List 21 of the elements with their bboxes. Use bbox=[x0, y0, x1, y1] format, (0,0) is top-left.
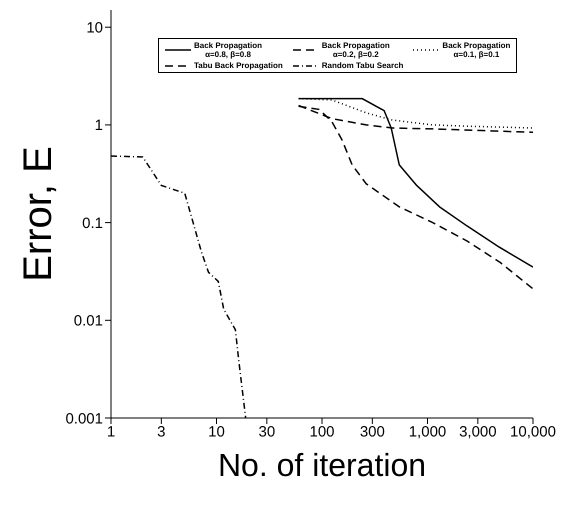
y-tick-label: 10 bbox=[86, 20, 103, 37]
x-tick-label: 3,000 bbox=[459, 424, 497, 441]
y-axis-title: Error, E bbox=[16, 146, 60, 282]
y-tick-label: 0.01 bbox=[74, 312, 103, 330]
legend-label: Random Tabu Search bbox=[322, 61, 404, 70]
x-tick-label: 300 bbox=[360, 424, 385, 441]
legend-label: Back Propagation α=0.2, β=0.2 bbox=[322, 41, 390, 59]
x-tick-label: 10,000 bbox=[510, 424, 556, 441]
legend-label: Tabu Back Propagation bbox=[194, 61, 283, 70]
x-tick-label: 1 bbox=[106, 424, 116, 441]
x-tick-label: 30 bbox=[258, 424, 276, 441]
x-tick-label: 10 bbox=[208, 424, 225, 441]
y-tick-label: 0.1 bbox=[82, 214, 103, 232]
legend-label: Back Propagation α=0.1, β=0.1 bbox=[442, 41, 510, 59]
x-tick-label: 3 bbox=[157, 424, 166, 441]
x-tick-label: 1,000 bbox=[408, 424, 446, 441]
x-axis-title: No. of iteration bbox=[218, 447, 426, 483]
x-tick-label: 100 bbox=[309, 424, 335, 441]
y-tick-label: 1 bbox=[94, 117, 103, 134]
y-tick-label: 0.001 bbox=[65, 410, 103, 428]
legend-label: Back Propagation α=0.8, β=0.8 bbox=[194, 41, 262, 59]
